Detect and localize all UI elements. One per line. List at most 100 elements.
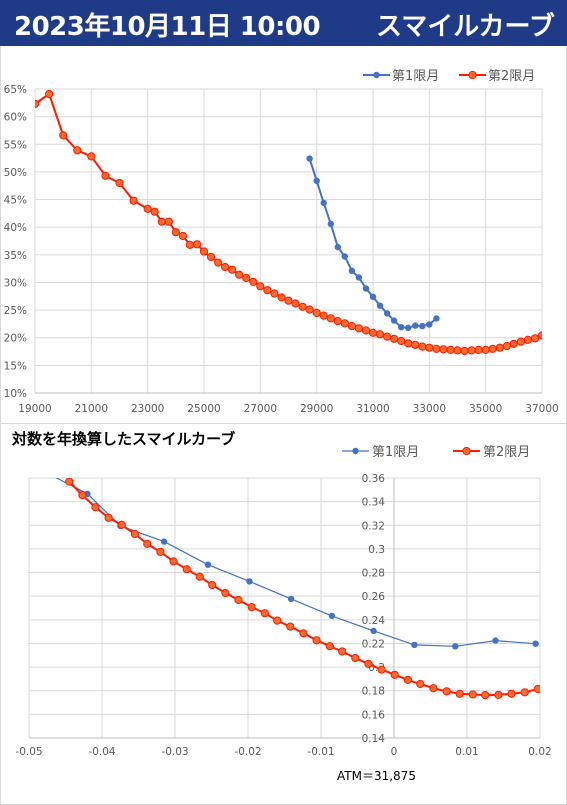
chart1-series2-point	[319, 311, 328, 320]
chart2-atm-annotation: ATM＝31,875	[337, 769, 416, 783]
chart2-x-tick-label: -0.01	[307, 746, 334, 758]
chart1-y-tick-label: 45%	[4, 195, 27, 207]
chart1-series2-point	[368, 328, 378, 337]
chart1-series1-point	[355, 274, 363, 281]
chart1-y-tick-label: 15%	[4, 360, 27, 372]
chart1-x-tick-label: 27000	[244, 403, 277, 415]
chart1-y-tick-label: 40%	[4, 222, 27, 234]
chart1-legend-series2-marker	[468, 70, 477, 80]
chart1-series1-point	[433, 315, 440, 322]
chart1-series1-point	[306, 155, 313, 162]
chart2-series2-point	[390, 670, 399, 679]
chart1-series2-point	[164, 217, 173, 226]
chart1-series2-point	[432, 344, 441, 353]
chart2-series2-point	[234, 595, 243, 605]
chart2-series2-point	[299, 629, 308, 638]
chart1-series2-point	[185, 240, 194, 249]
chart1-x-tick-label: 21000	[75, 403, 108, 415]
chart2-series2-point	[195, 572, 204, 581]
chart1-series2-point	[453, 346, 462, 355]
chart1-series2-point	[509, 339, 518, 348]
chart1-series2-point	[326, 314, 335, 323]
chart1-series2-point	[87, 152, 96, 161]
chart1-series1-point	[320, 199, 327, 207]
chart2-series2-point	[247, 603, 256, 612]
chart2-legend-series2-marker	[462, 446, 471, 456]
chart2-series2-point	[169, 557, 178, 566]
chart1-series2-point	[284, 296, 293, 305]
chart2-series2-point	[286, 622, 295, 631]
chart1-series2-point	[411, 340, 420, 349]
chart1-x-tick-label: 19000	[18, 403, 51, 415]
chart2-legend-series1-label: 第1限月	[372, 445, 419, 460]
chart1-series	[35, 89, 542, 356]
chart2-series2-point	[325, 642, 334, 651]
chart1-series2-point	[354, 324, 363, 333]
chart2-series1-point	[411, 641, 418, 649]
chart2-title: 対数を年換算したスマイルカーブ	[11, 430, 235, 448]
chart2-y-tick-label: 0.36	[362, 473, 386, 485]
chart1-x-tick-label: 33000	[413, 403, 446, 415]
chart1-y-tick-label: 55%	[4, 139, 27, 151]
chart1-x-tick-label: 23000	[131, 403, 164, 415]
chart1-series2-point	[495, 343, 504, 352]
chart2-y-tick-label: 0.14	[362, 733, 386, 745]
chart1-y-tick-label: 50%	[4, 167, 27, 179]
chart2-series2-point	[104, 513, 113, 522]
chart1-series2-point	[199, 247, 209, 256]
chart2-series2-point	[78, 491, 87, 500]
chart1-y-tick-label: 30%	[4, 277, 27, 289]
chart2-series2-point	[364, 659, 373, 669]
chart1-x-tick-label: 35000	[469, 403, 502, 415]
chart1-series2-point	[242, 273, 251, 283]
chart2-series2-point	[338, 647, 347, 656]
chart2-series2-point	[260, 609, 269, 618]
chart2-legend-series2-label: 第2限月	[483, 445, 530, 460]
chart1-y-tick-label: 60%	[4, 112, 27, 124]
chart1-x-tick-label: 25000	[187, 403, 220, 415]
chart1-series2-point	[425, 343, 434, 352]
chart1-y-tick-label: 20%	[4, 333, 27, 345]
chart1-series2-point	[305, 305, 314, 314]
chart1-series2-point	[446, 345, 455, 354]
chart2-series2-point	[130, 529, 139, 539]
chart2-series2-point	[455, 689, 464, 698]
chart2-series2-point	[481, 691, 490, 700]
chart1-y-tick-label: 25%	[4, 305, 27, 317]
chart1-series2-point	[256, 282, 265, 291]
chart2-series2-point	[429, 684, 438, 693]
chart2-series1-point	[370, 627, 377, 635]
chart1-series2-line	[35, 92, 542, 353]
chart1-series2-point	[115, 178, 124, 188]
chart2-series2-point	[221, 588, 230, 598]
chart1-x-tick-label: 31000	[356, 403, 389, 415]
chart1-series2-point	[157, 217, 166, 226]
chart1-series2-point	[171, 228, 180, 237]
chart1-series2-point	[298, 302, 307, 311]
chart2-series2-point	[91, 503, 100, 512]
chart1-series2-point	[488, 344, 497, 353]
chart1-y-tick-label: 10%	[4, 388, 27, 400]
chart2-y-tick-label: 0.22	[362, 638, 385, 650]
chart2-x-tick-labels: -0.05 -0.04 -0.03 -0.02 -0.01 0 0.01 0.02	[15, 746, 551, 758]
chart1-series1-point	[334, 243, 341, 251]
chart1-series2-point	[347, 322, 356, 331]
chart2-series2-point	[312, 636, 321, 645]
chart1-series2-point	[35, 99, 40, 108]
chart1-series1-point	[398, 324, 405, 331]
chart2-x-tick-label: -0.03	[161, 746, 188, 758]
chart2-series2-point	[143, 539, 152, 549]
chart2-series2-point	[468, 690, 477, 699]
chart1-series2-point	[59, 131, 68, 140]
chart1-series2-point	[523, 335, 533, 344]
chart1-series1-point	[348, 267, 356, 274]
chart2-x-tick-label: 0.02	[528, 746, 551, 758]
chart2-series2-point	[494, 690, 503, 700]
chart1-series2-point	[502, 341, 511, 351]
chart1-series2-point	[404, 339, 413, 348]
chart2-series2-point	[533, 684, 540, 694]
chart1-series2-point	[228, 265, 237, 274]
chart1-series2-point	[383, 332, 392, 341]
chart2-x-tick-label: 0.01	[455, 746, 478, 758]
chart1-legend-series2-label: 第2限月	[488, 69, 535, 84]
